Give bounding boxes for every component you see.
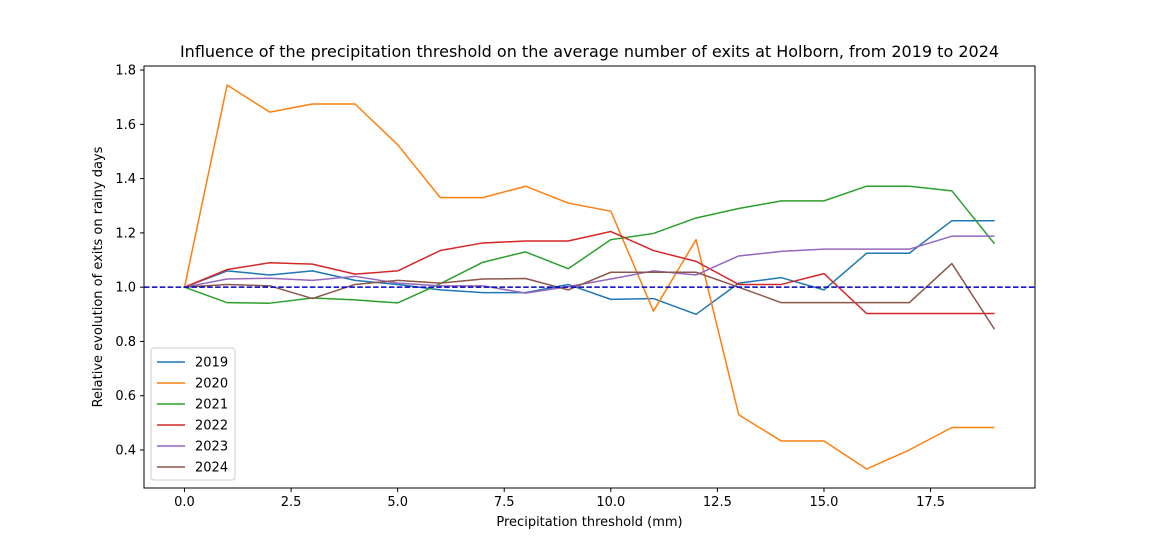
legend-label-2020: 2020 bbox=[195, 377, 228, 392]
y-tick-label: 1.6 bbox=[115, 118, 136, 133]
series-line-2023 bbox=[184, 235, 995, 294]
legend: 2019 2020 2021 2022 2023 2024 bbox=[150, 347, 236, 481]
legend-label-2022: 2022 bbox=[195, 419, 228, 434]
series-line-2022 bbox=[184, 230, 995, 315]
x-tick-label: 12.5 bbox=[703, 495, 732, 510]
x-tick-label: 0.0 bbox=[174, 495, 195, 510]
chart-title: Influence of the precipitation threshold… bbox=[180, 42, 999, 61]
axes: 0.0 2.5 5.0 7.5 10.0 12.5 15.0 17.5 0.4 0.6 0.8 1.0… bbox=[115, 64, 1036, 510]
legend-label-2023: 2023 bbox=[195, 440, 228, 455]
axes-frame bbox=[143, 65, 1036, 489]
x-tick-label: 15.0 bbox=[809, 495, 838, 510]
legend-label-2019: 2019 bbox=[195, 356, 228, 371]
x-axis-label: Precipitation threshold (mm) bbox=[496, 515, 682, 530]
x-tick-label: 7.5 bbox=[494, 495, 515, 510]
plot-area bbox=[144, 84, 1035, 470]
x-tick-label: 5.0 bbox=[387, 495, 408, 510]
series-line-2024 bbox=[184, 262, 996, 330]
legend-label-2024: 2024 bbox=[195, 461, 228, 476]
y-tick-label: 0.4 bbox=[115, 444, 136, 459]
series-line-2021 bbox=[184, 185, 996, 304]
y-tick-label: 1.8 bbox=[115, 64, 136, 79]
y-tick-label: 1.2 bbox=[115, 226, 136, 241]
legend-label-2021: 2021 bbox=[195, 398, 228, 413]
series-line-2019 bbox=[184, 219, 995, 316]
y-axis-label: Relative evolution of exits on rainy day… bbox=[91, 146, 106, 407]
y-tick-label: 1.4 bbox=[115, 172, 136, 187]
series-group bbox=[144, 84, 1035, 470]
series-line-2020 bbox=[183, 84, 995, 470]
y-tick-label: 1.0 bbox=[115, 281, 136, 296]
legend-box bbox=[150, 347, 236, 481]
y-tick-label: 0.6 bbox=[115, 389, 136, 404]
y-tick-label: 0.8 bbox=[115, 335, 136, 350]
x-tick-label: 2.5 bbox=[281, 495, 302, 510]
x-tick-label: 17.5 bbox=[916, 495, 945, 510]
x-tick-label: 10.0 bbox=[596, 495, 625, 510]
